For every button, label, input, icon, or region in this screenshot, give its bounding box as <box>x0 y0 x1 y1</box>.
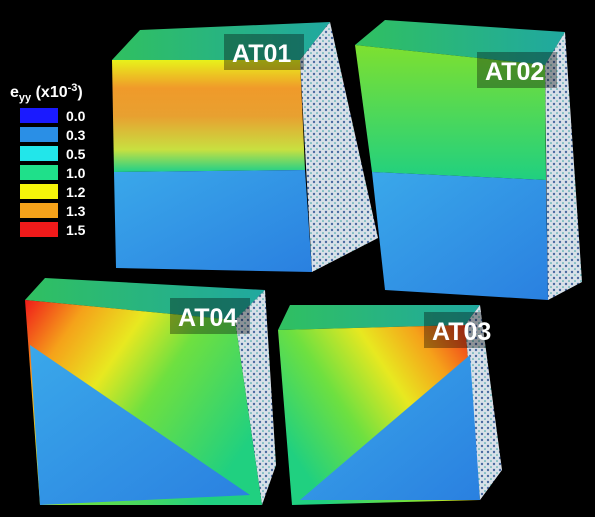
legend-scale: (x10 <box>31 84 68 101</box>
legend-swatch <box>20 127 58 142</box>
legend-label: 0.3 <box>66 127 86 143</box>
legend-symbol: e <box>10 84 19 101</box>
legend-label: 1.0 <box>66 165 86 181</box>
legend-swatch <box>20 108 58 123</box>
legend-close: ) <box>77 84 82 101</box>
legend-exponent: -3 <box>68 82 78 94</box>
panel-label: AT04 <box>178 304 237 332</box>
legend-subscript: yy <box>19 92 32 104</box>
legend-label: 1.3 <box>66 203 86 219</box>
panel-label: AT03 <box>432 318 491 346</box>
legend-label: 1.5 <box>66 222 86 238</box>
legend: eyy (x10-3) 0.0 0.3 0.5 1.0 1.2 1.3 1.5 <box>10 82 86 238</box>
legend-title: eyy (x10-3) <box>10 82 83 104</box>
legend-swatch <box>20 165 58 180</box>
legend-swatch <box>20 222 58 237</box>
legend-label: 0.0 <box>66 108 86 124</box>
legend-swatch <box>20 184 58 199</box>
legend-swatch <box>20 146 58 161</box>
panel-label: AT01 <box>232 40 291 68</box>
figure: AT01 AT02 AT04 AT03 eyy (x10-3) 0.0 0.3 0.… <box>0 0 595 517</box>
legend-label: 1.2 <box>66 184 86 200</box>
legend-label: 0.5 <box>66 146 86 162</box>
panel-label: AT02 <box>485 58 544 86</box>
legend-swatch <box>20 203 58 218</box>
